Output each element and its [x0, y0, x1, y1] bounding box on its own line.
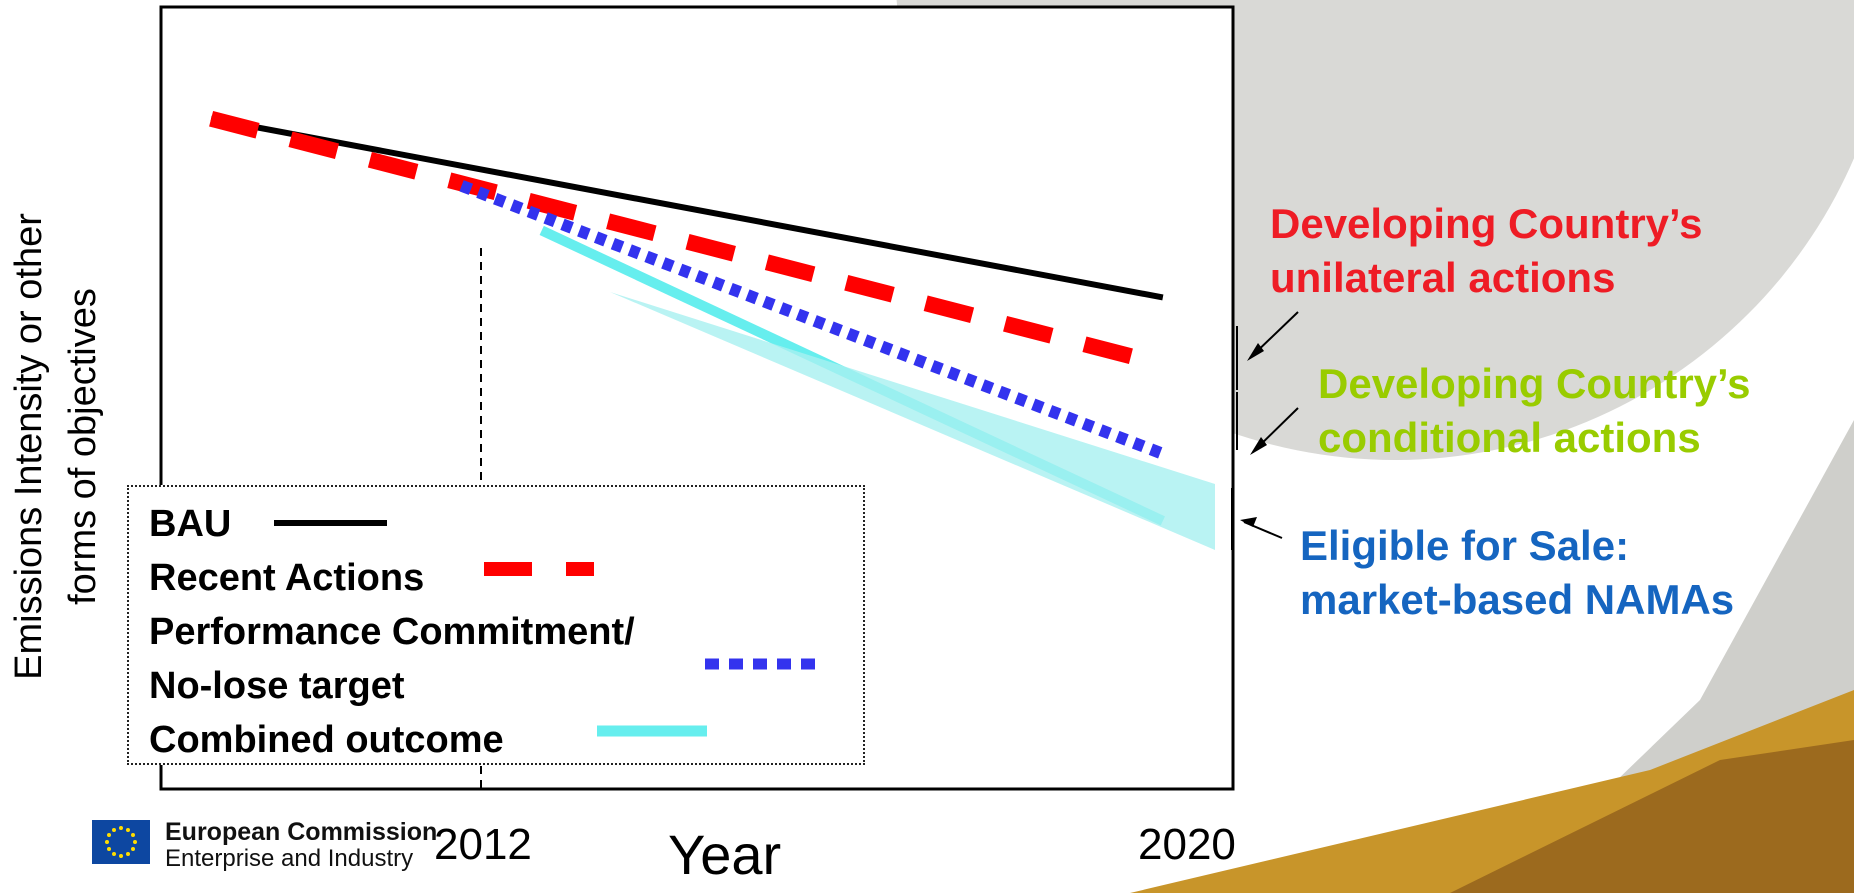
series-line-bau: [210, 115, 1164, 301]
org-department: Enterprise and Industry: [165, 845, 414, 872]
x-axis-label: Year: [668, 823, 782, 886]
x-tick-2020: 2020: [1138, 820, 1236, 869]
y-axis-label: Emissions Intensity or other forms of ob…: [0, 0, 120, 893]
arrow-eligible-head: [1240, 517, 1257, 527]
eu-flag-logo: [92, 820, 150, 864]
org-name: European Commission: [165, 818, 438, 846]
annotation-conditional-line2: conditional actions: [1318, 414, 1701, 461]
annotation-conditional-line1: Developing Country’s: [1318, 360, 1751, 407]
annotation-eligible: Eligible for Sale: market-based NAMAs: [1300, 519, 1734, 627]
chart-legend: BAU Recent Actions Performance Commitmen…: [127, 485, 865, 765]
arrow-conditional-head: [1250, 437, 1267, 455]
legend-label-bau: BAU: [149, 503, 232, 545]
y-axis-label-line1: Emissions Intensity or other: [8, 213, 50, 680]
legend-swatches: [274, 520, 817, 737]
legend-label-no-lose-target: No-lose target: [149, 665, 405, 707]
arrow-unilateral-head: [1247, 343, 1264, 361]
annotation-unilateral-line1: Developing Country’s: [1270, 200, 1703, 247]
eu-stars-icon: [105, 826, 137, 858]
legend-label-recent-actions: Recent Actions: [149, 557, 425, 599]
background-bronze-wedge: [1450, 740, 1854, 893]
legend-label-combined-outcome: Combined outcome: [149, 719, 504, 761]
annotation-conditional: Developing Country’s conditional actions: [1318, 357, 1751, 465]
annotation-eligible-line1: Eligible for Sale:: [1300, 522, 1630, 569]
annotation-unilateral: Developing Country’s unilateral actions: [1270, 197, 1703, 305]
legend-label-performance-commitment: Performance Commitment/: [149, 611, 635, 653]
combined-outcome-hatched-area: [610, 292, 1215, 550]
annotation-unilateral-line2: unilateral actions: [1270, 254, 1616, 301]
y-axis-label-line2: forms of objectives: [62, 288, 104, 605]
annotation-eligible-line2: market-based NAMAs: [1300, 576, 1735, 623]
x-tick-2012: 2012: [434, 820, 532, 869]
